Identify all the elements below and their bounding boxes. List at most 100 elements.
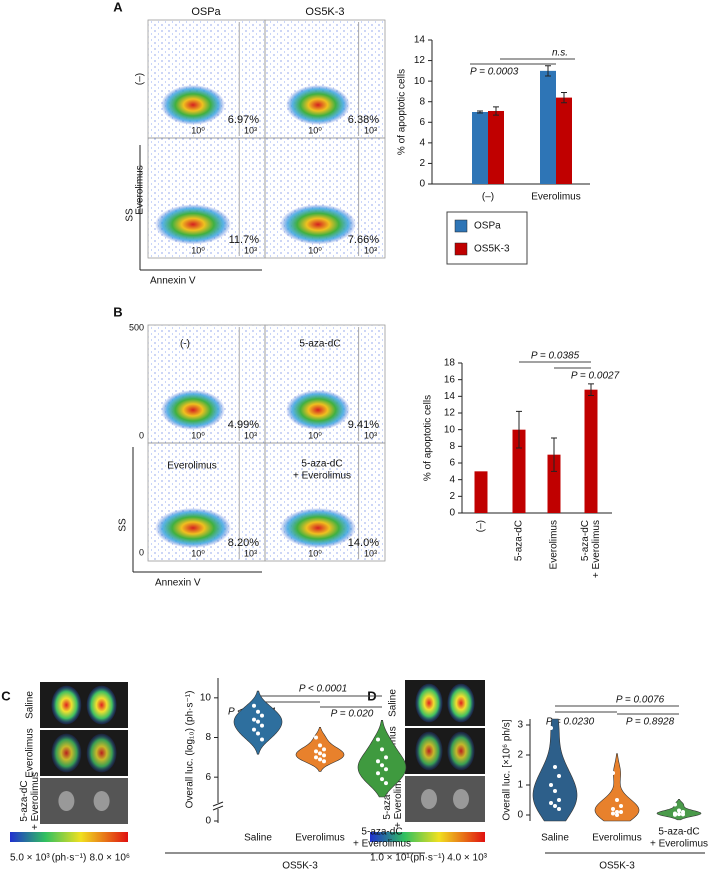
x-tick-label: 10⁰ <box>191 548 205 558</box>
bar <box>472 112 488 184</box>
x-tick-label: Everolimus <box>531 192 580 203</box>
panel-label: B <box>113 304 122 319</box>
y-tick-label: 14 <box>444 391 456 402</box>
y-tick-label: 8 <box>205 732 211 743</box>
group-label: OS5K-3 <box>599 861 635 872</box>
y-tick-label: 0 <box>449 508 455 519</box>
error-bar <box>588 383 594 396</box>
error-bar <box>561 91 567 104</box>
luminescence <box>421 789 437 809</box>
plot-label: 5-aza-dC <box>299 339 340 350</box>
data-point <box>376 737 380 742</box>
scale-label: 4.0 × 10³ <box>447 853 487 864</box>
error-bar <box>545 65 551 77</box>
y-tick-label: 2 <box>449 491 455 502</box>
scale-label: (ph·s⁻¹) <box>52 853 87 864</box>
data-point <box>314 755 318 760</box>
data-point <box>549 726 553 730</box>
y-tick-label: 18 <box>444 358 456 369</box>
percent-label: 4.99% <box>228 419 259 431</box>
image-label: + Everolimus <box>30 772 41 830</box>
bar <box>474 471 488 513</box>
data-point <box>615 798 619 802</box>
plot-label: Everolimus <box>167 461 216 472</box>
data-point <box>553 765 557 769</box>
y-tick-label: 4 <box>449 474 455 485</box>
color-bar <box>370 832 485 842</box>
x-tick-label: 5-aza-dC <box>580 520 591 561</box>
data-point <box>252 703 256 708</box>
x-tick-label: 10⁰ <box>308 430 322 440</box>
luminescence <box>93 791 110 811</box>
percent-label: 6.97% <box>228 114 259 126</box>
legend-box <box>446 211 528 265</box>
bar <box>488 110 504 184</box>
percent-label: 7.66% <box>348 234 379 246</box>
annotation: P = 0.8928 <box>626 717 675 728</box>
data-point <box>557 774 561 778</box>
y-tick-label: 1 <box>517 780 523 791</box>
data-point <box>256 719 260 724</box>
luminescence <box>58 791 75 811</box>
image-label: 5-aza-dC <box>19 780 30 821</box>
data-point <box>681 812 685 817</box>
error-bar <box>516 410 522 449</box>
annotation: P = 0.0076 <box>616 695 665 706</box>
data-point <box>611 807 615 811</box>
data-point <box>619 810 623 814</box>
luminescence <box>447 683 475 723</box>
x-tick-label: Saline <box>244 833 272 844</box>
luminescence <box>415 731 443 771</box>
axis-break <box>212 801 224 807</box>
data-point <box>557 798 561 802</box>
x-tick-label: 10³ <box>364 245 377 255</box>
y-axis-label: % of apoptotic cells <box>423 395 434 481</box>
error-bar <box>551 437 557 472</box>
violin <box>532 718 578 822</box>
y-tick-label: 10 <box>200 692 212 703</box>
axis-label: SS <box>125 208 136 222</box>
data-point <box>619 804 623 808</box>
y-tick-label: 0 <box>517 810 523 821</box>
group-label: OS5K-3 <box>282 861 318 872</box>
luminescence <box>51 733 82 773</box>
scale-label: (ph·s⁻¹) <box>410 853 445 864</box>
data-point <box>314 749 318 754</box>
data-point <box>380 747 384 752</box>
x-tick-label: 10⁰ <box>191 125 205 135</box>
image-label: 5-aza-dC <box>382 778 393 819</box>
data-point <box>677 808 681 813</box>
x-tick-label: 10⁰ <box>308 245 322 255</box>
data-point <box>673 802 677 807</box>
luminescence <box>86 733 117 773</box>
annotation: P = 0.0230 <box>546 717 595 728</box>
mouse-image <box>405 776 485 822</box>
x-tick-label: 10³ <box>244 430 257 440</box>
image-label: + Everolimus <box>393 770 404 828</box>
color-bar <box>10 832 128 842</box>
data-point <box>553 804 557 808</box>
y-tick-label: 12 <box>444 408 456 419</box>
data-point <box>553 789 557 793</box>
row-label: (–) <box>135 73 146 85</box>
y-tick-label: 8 <box>449 441 455 452</box>
error-bar <box>477 110 483 114</box>
bar <box>540 70 556 184</box>
percent-label: 11.7% <box>229 234 260 246</box>
annotation: P < 0.0001 <box>299 684 347 695</box>
legend-swatch <box>454 219 468 233</box>
y-tick-label: 2 <box>517 750 523 761</box>
y-tick-label: 0 <box>139 547 144 557</box>
percent-label: 9.41% <box>348 419 379 431</box>
annotation: P = 0.0385 <box>531 351 580 362</box>
x-tick-label: (–) <box>476 520 487 532</box>
cell-density <box>155 204 231 245</box>
x-tick-label: 10⁰ <box>191 245 205 255</box>
scale-label: 8.0 × 10⁶ <box>89 853 130 864</box>
column-label: OS5K-3 <box>305 6 344 18</box>
data-point <box>549 783 553 787</box>
annotation: n.s. <box>552 48 568 59</box>
cell-density <box>286 84 350 125</box>
bar <box>512 429 526 513</box>
